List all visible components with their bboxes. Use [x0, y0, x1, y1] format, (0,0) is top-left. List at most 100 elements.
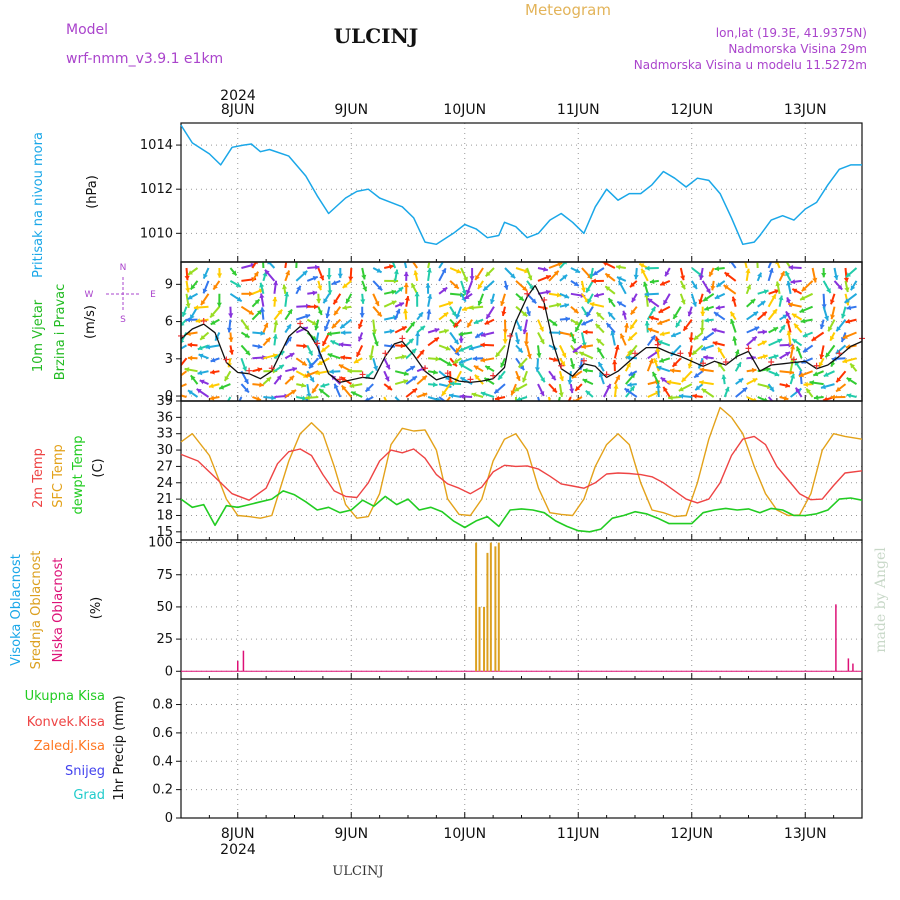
wind-arrowhead: [649, 315, 654, 321]
footer-station: ULCINJ: [332, 864, 383, 879]
wind-arrowhead: [701, 388, 707, 394]
wind-arrowhead: [253, 271, 259, 277]
wind-arrowhead: [757, 272, 762, 278]
wind-arrowhead: [714, 266, 720, 272]
wind-arrowhead: [785, 383, 790, 388]
wind-arrowhead: [522, 311, 528, 317]
wind-arrowhead: [539, 326, 544, 332]
wind-arrowhead: [498, 374, 503, 380]
wind-arrowhead: [537, 403, 542, 408]
y-tick-label: 15: [156, 525, 173, 540]
wind-arrowhead: [209, 383, 214, 389]
wind-arrowhead: [721, 374, 727, 380]
wind-arrowhead: [185, 303, 191, 308]
wind-arrowhead: [260, 307, 266, 312]
wind-arrowhead: [683, 325, 689, 331]
wind-arrowhead: [518, 362, 524, 368]
wind-arrowhead: [593, 270, 598, 276]
wind-arrowhead: [495, 352, 501, 357]
wind-arrowhead: [199, 379, 205, 385]
wind-arrowhead: [324, 325, 329, 331]
wind-arrowhead: [846, 377, 852, 383]
wind-arrowhead: [745, 268, 751, 274]
compass-north: N: [120, 263, 127, 273]
wind-arrowhead: [485, 271, 491, 277]
y-tick-label: 30: [156, 443, 173, 458]
wind-arrowhead: [309, 377, 314, 382]
wind-arrowhead: [322, 340, 327, 346]
wind-arrowhead: [477, 300, 483, 306]
wind-gust-marker: [382, 350, 389, 357]
wind-arrowhead: [531, 298, 537, 304]
wind-arrowhead: [443, 312, 449, 318]
wind-arrowhead: [334, 310, 339, 316]
wind-arrowhead: [527, 275, 533, 281]
wind-arrowhead: [190, 284, 196, 290]
wind-arrowhead: [772, 309, 777, 315]
wind-arrowhead: [666, 379, 672, 385]
wind-arrowhead: [263, 322, 269, 328]
wind-arrowhead: [778, 295, 784, 301]
wind-arrowhead: [583, 368, 588, 374]
wind-arrowhead: [373, 341, 379, 346]
wind-arrowhead: [395, 308, 401, 314]
wind-arrowhead: [403, 371, 409, 376]
y-tick-label: 50: [156, 600, 173, 615]
wind-arrowhead: [342, 283, 348, 288]
wind-arrow: [226, 396, 232, 401]
wind-arrowhead: [819, 324, 825, 329]
wind-arrowhead: [503, 284, 509, 290]
wind-arrowhead: [575, 268, 580, 273]
wind-arrowhead: [442, 403, 447, 408]
wind-arrowhead: [480, 357, 486, 363]
wind-arrowhead: [282, 284, 288, 290]
wind-arrowhead: [790, 279, 796, 285]
wind-arrowhead: [553, 357, 558, 362]
wind-arrowhead: [458, 331, 464, 337]
wind-arrowhead: [591, 278, 596, 284]
y-tick-label: 21: [156, 492, 173, 507]
wind-arrowhead: [188, 270, 193, 275]
wind-arrowhead: [595, 324, 601, 329]
wind-arrowhead: [458, 338, 464, 343]
wind-arrowhead: [419, 350, 424, 355]
wind-arrowhead: [337, 273, 343, 279]
wind-arrowhead: [598, 362, 603, 368]
wind-arrowhead: [236, 296, 242, 302]
wind-arrowhead: [517, 347, 523, 353]
wind-arrowhead: [724, 272, 730, 278]
wind-arrowhead: [843, 277, 849, 283]
wind-arrowhead: [734, 349, 740, 355]
wind-arrowhead: [699, 367, 705, 373]
wind-arrowhead: [702, 335, 708, 341]
wind-arrowhead: [596, 312, 602, 318]
wind-arrowhead: [442, 287, 448, 293]
wind-arrowhead: [823, 396, 828, 401]
wind-arrowhead: [349, 383, 355, 389]
wind-arrowhead: [680, 275, 686, 281]
wind-arrowhead: [617, 301, 623, 307]
wind-arrowhead: [187, 294, 193, 300]
wind-arrowhead: [400, 343, 406, 349]
wind-arrowhead: [181, 311, 187, 317]
wind-gust-marker: [467, 376, 474, 383]
pressure-label: Pritisak na nivou mora: [31, 132, 46, 278]
wind-panel: 0 3 6 9: [165, 256, 865, 408]
cloud-high-label: Visoka Oblacnost: [9, 554, 24, 666]
wind-arrowhead: [583, 329, 588, 335]
wind-arrowhead: [376, 311, 382, 317]
wind-arrowhead: [522, 329, 528, 335]
wind-arrowhead: [732, 336, 738, 341]
wind-arrowhead: [244, 387, 249, 393]
wind-arrowhead: [260, 256, 265, 260]
wind-gust-marker: [541, 296, 548, 303]
wind-arrowhead: [411, 376, 417, 381]
wind-arrowhead: [389, 264, 394, 270]
wind-arrowhead: [356, 351, 361, 357]
wind-arrowhead: [692, 301, 697, 307]
wind-arrowhead: [712, 341, 718, 346]
wind-arrowhead: [408, 338, 414, 344]
wind-gust-marker: [603, 371, 610, 378]
wind-arrowhead: [451, 311, 456, 317]
wind-arrowhead: [647, 327, 653, 333]
